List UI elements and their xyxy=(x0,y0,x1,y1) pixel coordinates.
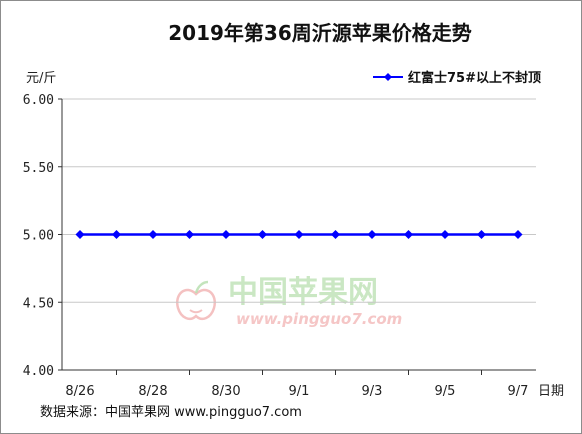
x-tick-label: 9/3 xyxy=(362,384,383,399)
legend-label: 红富士75#以上不封顶 xyxy=(408,70,541,86)
data-point xyxy=(440,230,450,239)
x-tick-label: 9/7 xyxy=(508,384,529,399)
data-point xyxy=(404,230,413,239)
series-markers xyxy=(75,230,523,239)
data-point xyxy=(331,230,340,239)
data-point xyxy=(477,230,486,239)
data-point xyxy=(294,230,304,239)
data-point xyxy=(258,230,267,239)
data-point xyxy=(148,230,158,239)
legend: 红富士75#以上不封顶 xyxy=(373,70,541,86)
data-point xyxy=(112,230,121,239)
chart-title: 2019年第36周沂源苹果价格走势 xyxy=(168,21,472,45)
x-axis-label: 日期 xyxy=(538,384,564,399)
watermark-name: 中国苹果网 xyxy=(228,275,378,310)
x-axis-ticks: 8/26 8/28 8/30 9/1 9/3 9/5 9/7 xyxy=(65,370,528,399)
y-tick-label: 5.00 xyxy=(23,229,54,244)
y-axis-unit: 元/斤 xyxy=(26,71,56,86)
data-point xyxy=(185,230,194,239)
watermark-url: www.pingguo7.com xyxy=(236,310,402,328)
y-tick-label: 4.00 xyxy=(23,364,54,379)
legend-marker xyxy=(384,73,392,81)
apple-logo-icon xyxy=(175,280,217,320)
data-source: 数据来源：中国苹果网 www.pingguo7.com xyxy=(40,405,302,420)
data-point xyxy=(367,230,377,239)
gridlines xyxy=(62,98,536,303)
y-tick-label: 5.50 xyxy=(23,161,54,176)
data-point xyxy=(513,230,523,239)
y-tick-label: 6.00 xyxy=(23,93,54,108)
x-tick-label: 8/28 xyxy=(138,384,167,399)
watermark: 中国苹果网 www.pingguo7.com xyxy=(175,275,402,328)
y-axis-ticks: 6.00 5.50 5.00 4.50 4.00 xyxy=(23,93,62,379)
x-tick-label: 9/1 xyxy=(289,384,310,399)
y-tick-label: 4.50 xyxy=(23,296,54,311)
x-tick-label: 9/5 xyxy=(435,384,456,399)
data-point xyxy=(75,230,85,239)
x-tick-label: 8/26 xyxy=(65,384,94,399)
data-point xyxy=(221,230,231,239)
x-tick-label: 8/30 xyxy=(211,384,240,399)
